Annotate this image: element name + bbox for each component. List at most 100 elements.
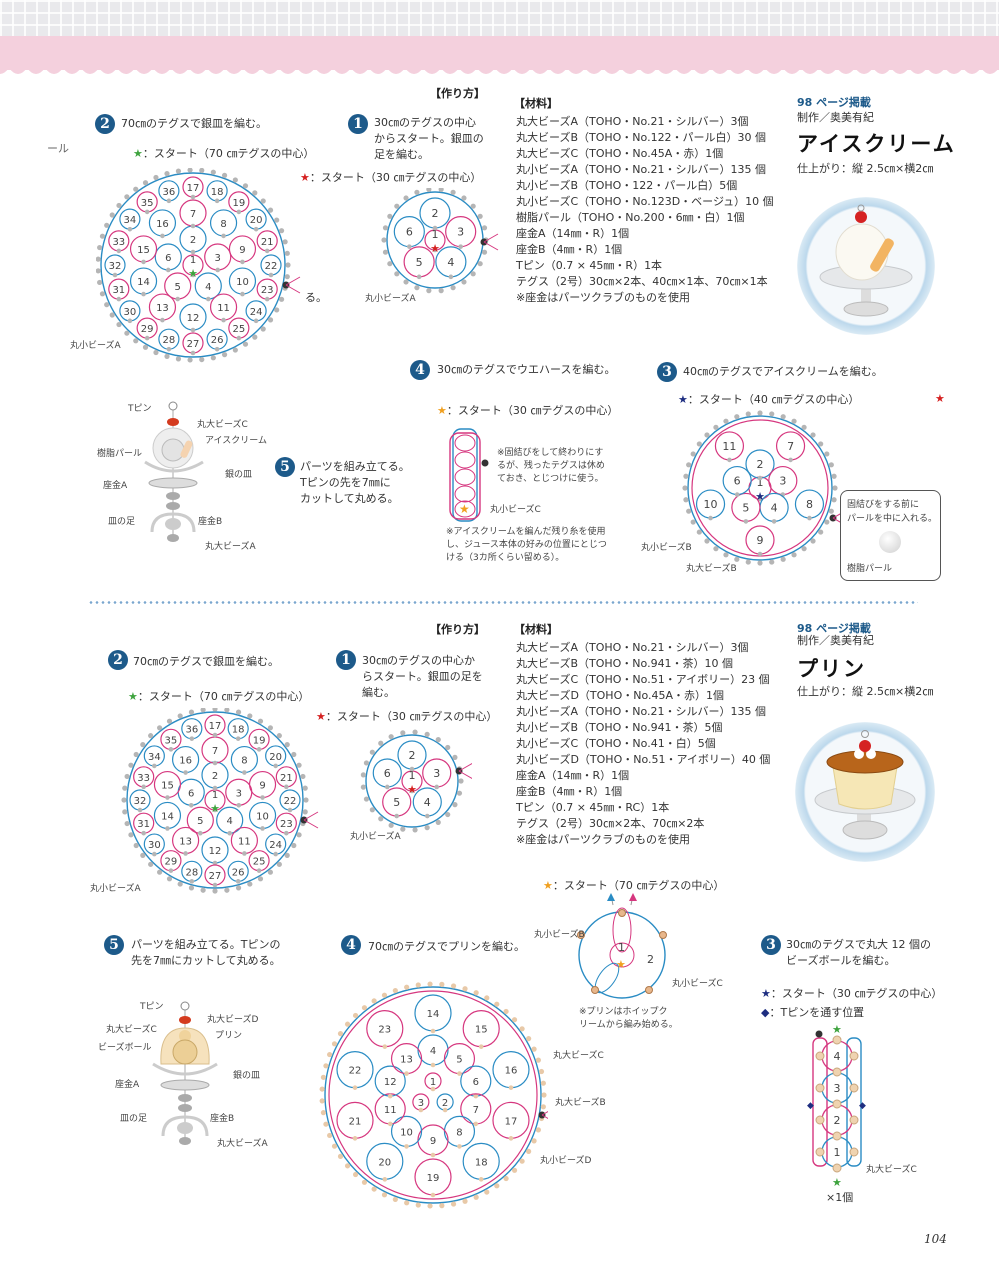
bead [424, 731, 430, 737]
petal-number: 14 [161, 811, 174, 822]
diamond-icon: ◆ [761, 1006, 770, 1019]
petal-number: 2 [442, 1098, 448, 1109]
bead [477, 213, 483, 219]
bead [252, 334, 258, 340]
bead-label: 丸小ビーズA [365, 294, 416, 304]
material-item: 座金A（14㎜・R）1個 [516, 227, 630, 240]
material-item: 丸大ビーズA（TOHO・No.21・シルバー）3個 [516, 115, 749, 128]
bead [734, 556, 740, 562]
icecream-charm-image [819, 204, 913, 317]
bead [166, 876, 173, 882]
bead [323, 1063, 329, 1069]
bead [124, 773, 130, 780]
bead [252, 190, 258, 196]
start-legend: ★：スタート（30 ㎝テグスの中心） [300, 171, 482, 184]
material-item: ※座金はパーツクラブのものを使用 [516, 291, 690, 304]
outer-thread-ring [126, 711, 304, 889]
bead [404, 984, 410, 990]
bead [810, 432, 816, 438]
petal-number: 23 [280, 819, 293, 830]
step-4-text: 70㎝のテグスでプリンを編む。 [368, 940, 525, 953]
petal-number: 18 [211, 187, 224, 198]
part-label: プリン [215, 1031, 243, 1041]
bead [734, 414, 740, 420]
bead [470, 203, 476, 209]
bead [403, 279, 409, 285]
bead [745, 411, 751, 417]
bead [300, 773, 306, 780]
bead [331, 1143, 338, 1149]
petal-number: 28 [185, 867, 198, 878]
petal-number: 26 [211, 335, 224, 346]
petal-number: 30 [148, 840, 161, 851]
bead [319, 1098, 325, 1104]
bead [247, 881, 253, 887]
petal-number: 9 [239, 245, 245, 256]
bead [458, 778, 464, 784]
material-item: 丸小ビーズA（TOHO・No.21・シルバー）135 個 [516, 163, 767, 176]
petal-number: 12 [187, 313, 200, 324]
bead [461, 279, 467, 285]
bead-label: 丸小ビーズC [490, 505, 541, 515]
bead [199, 356, 205, 363]
petal-number: 10 [400, 1127, 413, 1138]
bead [824, 451, 830, 457]
bead [291, 751, 297, 758]
step-5-text: パーツを組み立てる。Tピンの先を7㎜にカットして丸める。 [131, 938, 281, 967]
bead [96, 256, 101, 262]
bead [352, 1171, 359, 1178]
petal-number: 3 [433, 767, 440, 780]
petal-number: 7 [787, 440, 794, 453]
bead [810, 538, 816, 544]
petal-number: 6 [188, 788, 194, 799]
bead [175, 168, 182, 174]
bead [360, 784, 366, 790]
bead [696, 529, 702, 535]
bead [153, 174, 159, 181]
start-legend: ★：スタート（70 ㎝テグスの中心） [128, 690, 310, 703]
bead [456, 790, 463, 796]
pudding-photo [795, 722, 935, 862]
part-label: 丸大ビーズA [217, 1139, 268, 1149]
bead [452, 802, 458, 808]
icecream-photo [797, 197, 935, 335]
petal-number: 13 [156, 303, 169, 314]
petal-number: 4 [834, 1050, 841, 1063]
bead-label: 丸小ビーズB [534, 930, 585, 940]
bead [284, 250, 290, 256]
pearl-icon [879, 531, 901, 553]
bead [200, 887, 206, 893]
petal-number: 35 [165, 735, 178, 746]
petal-number: 1 [212, 790, 218, 801]
petal-number: 8 [806, 498, 813, 511]
petal-number: 31 [137, 819, 150, 830]
petal-number: 8 [220, 219, 226, 230]
bead [363, 760, 370, 766]
step-3-badge: 3 [657, 362, 677, 382]
bead [704, 432, 710, 438]
bead [128, 762, 134, 768]
bead [540, 1104, 546, 1110]
bead [713, 424, 719, 430]
bead [267, 869, 273, 875]
page-reference: 98 ページ掲載 [797, 96, 871, 109]
petal-number: 3 [779, 475, 786, 488]
bead [99, 291, 106, 297]
bead [232, 177, 238, 183]
bead [296, 832, 302, 838]
navy-star-icon: ★ [761, 987, 771, 1000]
bead [682, 485, 688, 491]
bead [278, 296, 285, 302]
step-2-badge: 2 [95, 114, 115, 134]
bead [337, 1153, 344, 1159]
outer-thread-ring [100, 172, 286, 358]
part-label: 樹脂パール [97, 449, 143, 459]
part-label: 丸大ビーズC [106, 1025, 157, 1035]
bead [352, 1012, 359, 1019]
materials-heading: 【材料】 [514, 97, 558, 110]
bead [414, 285, 420, 291]
materials-list: 丸大ビーズA（TOHO・No.21・シルバー）3個 丸大ビーズB（TOHO・No.… [516, 114, 774, 306]
petal-number: 3 [457, 226, 464, 239]
petal-number: 32 [134, 796, 147, 807]
bead [187, 357, 193, 363]
